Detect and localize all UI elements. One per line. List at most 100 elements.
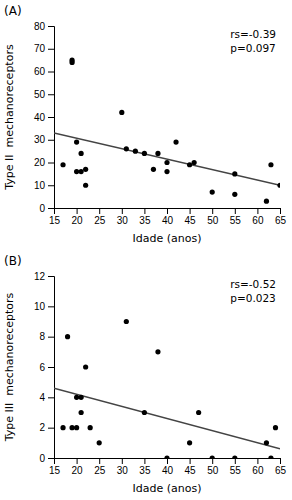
tick-label: 15 bbox=[49, 215, 61, 226]
tick-label: 50 bbox=[207, 215, 219, 226]
tick-mark bbox=[99, 208, 100, 214]
tick: 6 bbox=[39, 362, 54, 373]
tick: 55 bbox=[230, 208, 242, 226]
point bbox=[65, 334, 70, 339]
point bbox=[173, 139, 178, 144]
tick-label: 65 bbox=[275, 215, 287, 226]
tick-label: 65 bbox=[275, 465, 287, 476]
tick-mark bbox=[144, 458, 145, 464]
tick: 55 bbox=[230, 458, 242, 476]
tick-mark bbox=[48, 306, 54, 307]
tick-mark bbox=[48, 49, 54, 50]
tick-label: 20 bbox=[72, 465, 84, 476]
tick-label: 25 bbox=[94, 465, 106, 476]
point bbox=[124, 319, 129, 324]
point bbox=[232, 192, 237, 197]
tick: 50 bbox=[34, 89, 54, 100]
tick-label: 55 bbox=[230, 215, 242, 226]
point bbox=[164, 169, 169, 174]
tick-mark bbox=[144, 208, 145, 214]
tick-mark bbox=[190, 208, 191, 214]
panel-label: (B) bbox=[4, 254, 22, 268]
tick-label: 30 bbox=[34, 134, 46, 145]
tick-mark bbox=[48, 94, 54, 95]
point bbox=[124, 146, 129, 151]
annotation-line: rs=-0.39 bbox=[230, 28, 276, 40]
y-axis-title: Type II mechanoreceptors bbox=[3, 44, 16, 191]
x-axis: 1520253035404550556065 bbox=[49, 208, 287, 226]
tick: 60 bbox=[34, 66, 54, 77]
tick-mark bbox=[48, 26, 54, 27]
tick-mark bbox=[167, 458, 168, 464]
tick-mark bbox=[280, 208, 281, 214]
point bbox=[119, 110, 124, 115]
tick-mark bbox=[48, 276, 54, 277]
panel: 1520253035404550556065024681012(B)Idade … bbox=[3, 254, 286, 495]
tick: 20 bbox=[72, 208, 84, 226]
tick-mark bbox=[48, 397, 54, 398]
tick: 45 bbox=[185, 208, 197, 226]
marks bbox=[54, 58, 280, 204]
tick-label: 0 bbox=[39, 203, 45, 214]
point bbox=[196, 410, 201, 415]
regression-line bbox=[54, 388, 280, 449]
tick: 20 bbox=[34, 157, 54, 168]
tick-mark bbox=[48, 140, 54, 141]
tick-mark bbox=[235, 208, 236, 214]
tick-label: 20 bbox=[72, 215, 84, 226]
annotation: rs=-0.39 p=0.097 bbox=[230, 28, 276, 54]
tick-label: 10 bbox=[34, 301, 46, 312]
tick-label: 45 bbox=[185, 215, 197, 226]
tick-label: 70 bbox=[34, 43, 46, 54]
tick: 2 bbox=[39, 422, 54, 433]
axis-line bbox=[55, 209, 281, 215]
tick: 30 bbox=[34, 134, 54, 145]
point bbox=[60, 425, 65, 430]
tick: 50 bbox=[207, 458, 219, 476]
tick-mark bbox=[48, 72, 54, 73]
tick: 70 bbox=[34, 43, 54, 54]
point bbox=[60, 162, 65, 167]
tick: 10 bbox=[34, 301, 54, 312]
point bbox=[74, 395, 79, 400]
tick-mark bbox=[257, 208, 258, 214]
tick: 50 bbox=[207, 208, 219, 226]
tick-mark bbox=[212, 458, 213, 464]
tick-label: 20 bbox=[34, 157, 46, 168]
point bbox=[192, 160, 197, 165]
tick-mark bbox=[77, 208, 78, 214]
tick-mark bbox=[167, 208, 168, 214]
plot-area: 152025303540455055606501020304050607080 bbox=[34, 21, 287, 226]
point bbox=[74, 169, 79, 174]
tick-mark bbox=[48, 185, 54, 186]
tick-label: 40 bbox=[34, 112, 46, 123]
point bbox=[264, 199, 269, 204]
tick-label: 4 bbox=[39, 392, 45, 403]
tick-mark bbox=[235, 458, 236, 464]
point bbox=[151, 167, 156, 172]
tick: 40 bbox=[162, 458, 174, 476]
y-axis-title: Type III mechanoreceptors bbox=[3, 292, 16, 442]
tick: 15 bbox=[49, 208, 61, 226]
point bbox=[155, 151, 160, 156]
tick-label: 60 bbox=[252, 215, 264, 226]
axis-line bbox=[55, 459, 281, 465]
tick: 30 bbox=[117, 208, 129, 226]
tick-label: 30 bbox=[117, 465, 129, 476]
point bbox=[69, 425, 74, 430]
tick-mark bbox=[48, 458, 54, 459]
point bbox=[268, 162, 273, 167]
x-axis-title: Idade (anos) bbox=[133, 482, 202, 495]
point bbox=[164, 160, 169, 165]
point bbox=[79, 410, 84, 415]
panel-label: (A) bbox=[4, 4, 22, 18]
point bbox=[273, 425, 278, 430]
regression-line bbox=[54, 133, 280, 185]
tick-mark bbox=[257, 458, 258, 464]
annotation-line: p=0.097 bbox=[230, 42, 276, 54]
tick-label: 55 bbox=[230, 465, 242, 476]
tick: 45 bbox=[185, 458, 197, 476]
tick: 60 bbox=[252, 458, 264, 476]
point bbox=[164, 455, 169, 458]
tick: 40 bbox=[34, 112, 54, 123]
